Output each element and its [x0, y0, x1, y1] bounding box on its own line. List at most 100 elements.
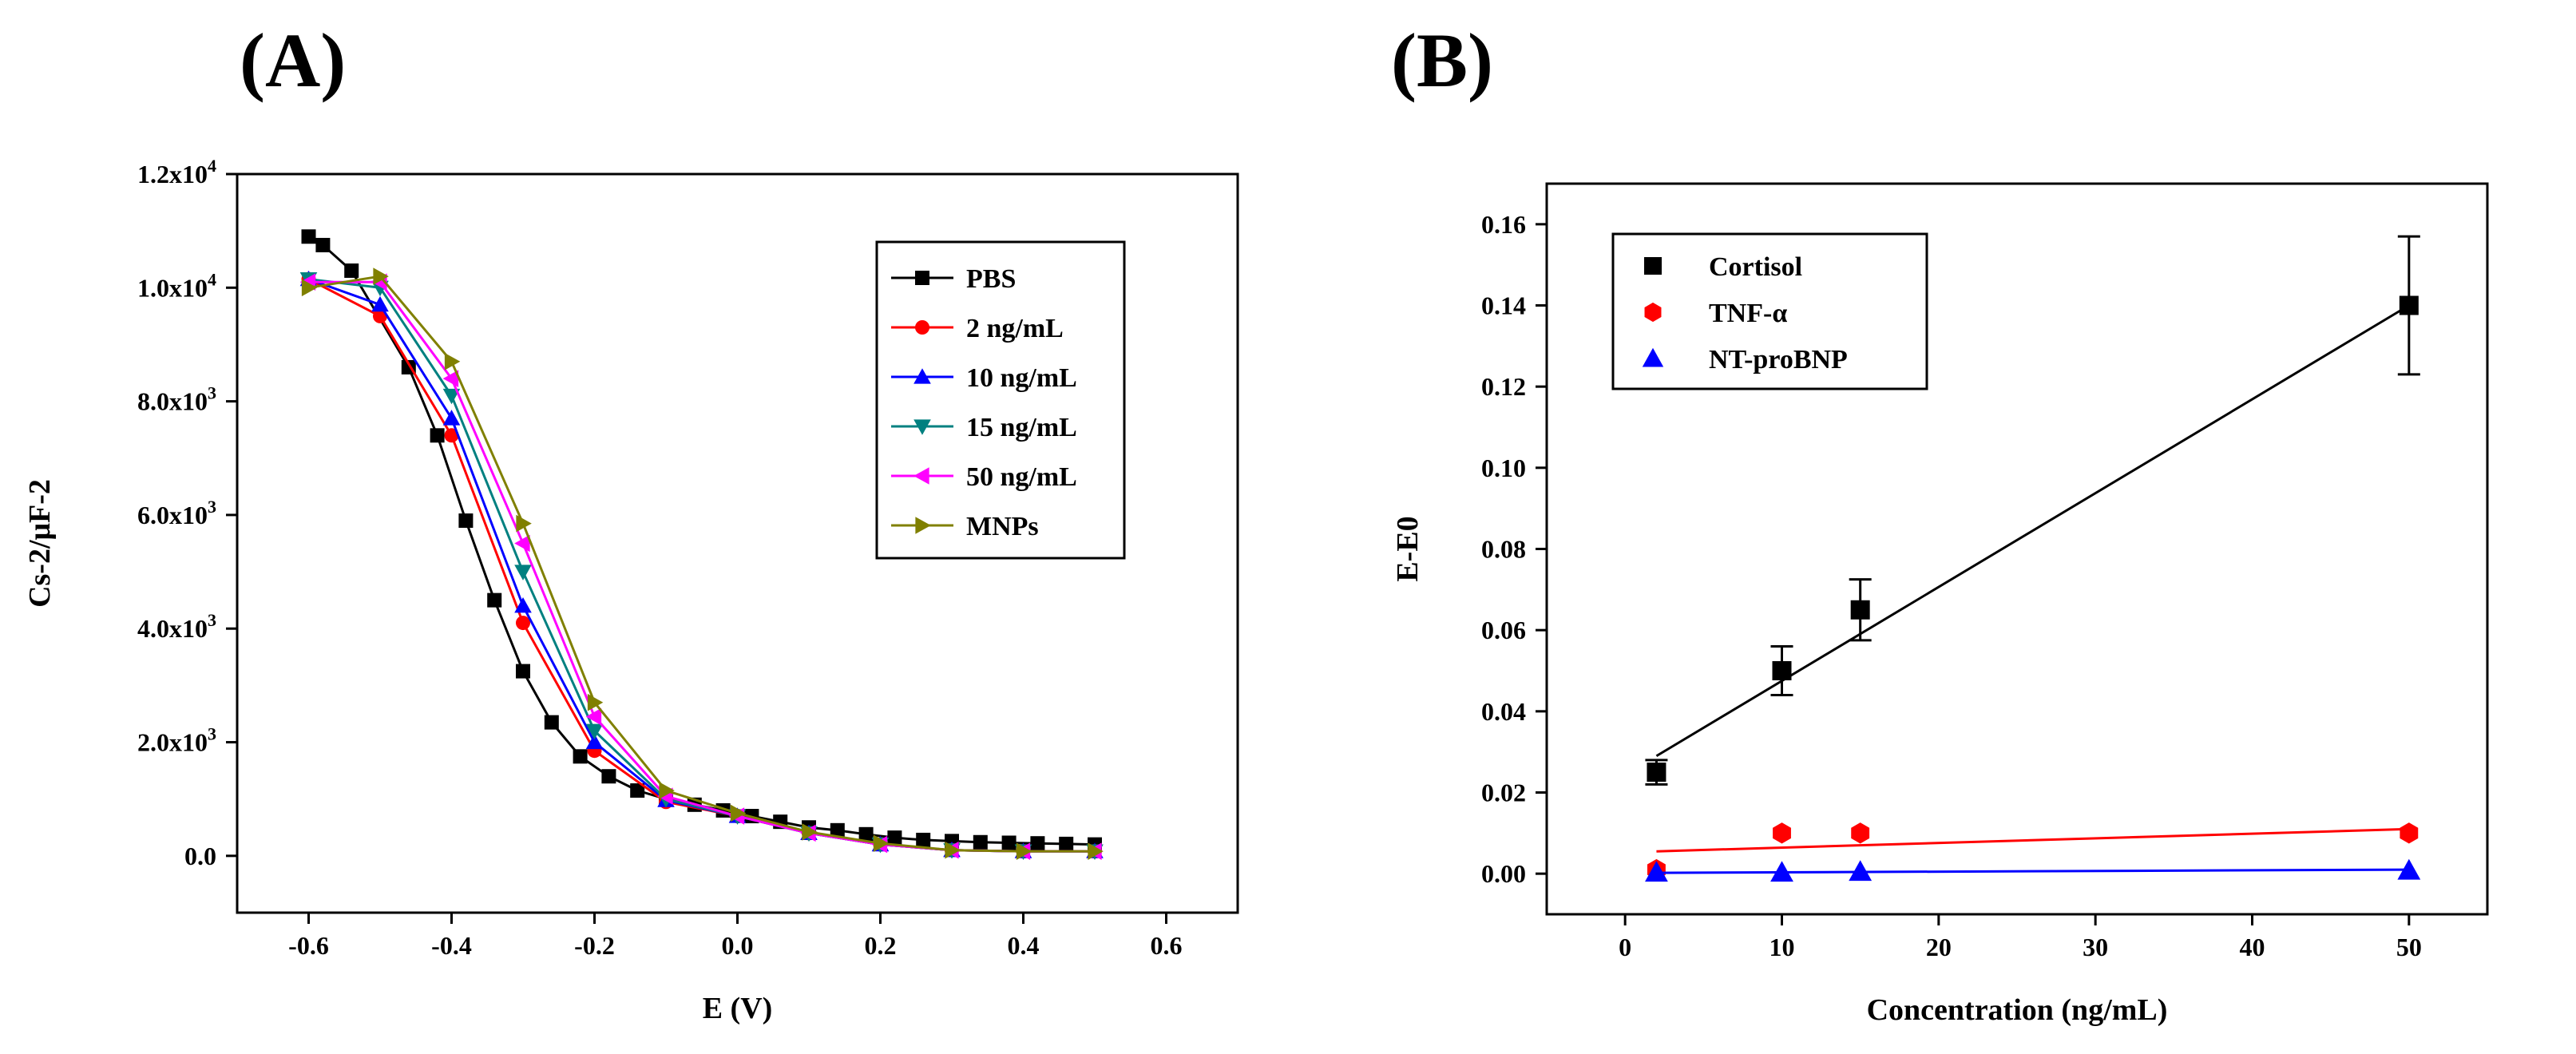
chart-a-data-point	[1030, 836, 1045, 851]
chart-a-data-point	[514, 596, 532, 613]
chart-b-legend-marker	[1642, 347, 1664, 367]
chart-a-y-tick-label: 0.0	[184, 842, 216, 870]
chart-a-legend-box	[875, 240, 1126, 560]
chart-b-x-tick-label: 30	[2083, 933, 2108, 961]
chart-b-data-point	[2400, 822, 2419, 844]
chart-a-legend-marker	[913, 467, 929, 485]
chart-a-data-point	[601, 769, 616, 784]
chart-a-data-point	[373, 267, 389, 285]
chart-a-data-point	[730, 804, 747, 822]
chart-a-y-tick-label: 1.2x104	[137, 156, 216, 188]
chart-b-legend: Cortisol TNF-α NT-proBNP	[1611, 232, 1928, 390]
chart-b-data-point	[1772, 661, 1792, 680]
chart-a-data-point	[301, 229, 316, 244]
panel-b-label: (B)	[1391, 18, 1493, 103]
chart-b-legend-box	[1611, 232, 1928, 390]
chart-b-legend-marker	[1644, 257, 1662, 275]
chart-a-x-tick-label: -0.4	[431, 931, 472, 960]
chart-a-legend: PBS 2 ng/mL 10 ng/mL 15 ng/mL 50 ng/mL MNPs	[875, 240, 1126, 560]
chart-a-x-tick-label: 0.4	[1008, 931, 1040, 960]
chart-a-y-tick-label: 1.0x104	[137, 269, 216, 302]
chart-b-y-tick-label: 0.10	[1481, 454, 1526, 482]
chart-a-x-tick-label: 0.6	[1151, 931, 1183, 960]
chart-b-data-point	[1849, 860, 1873, 882]
chart-b-y-tick-label: 0.04	[1481, 697, 1526, 726]
chart-a-x-tick-label: -0.6	[288, 931, 329, 960]
chart-b-x-tick-label: 10	[1770, 933, 1795, 961]
chart-a-data-point	[516, 616, 530, 631]
chart-b-x-axis-label: Concentration (ng/mL)	[1867, 993, 2168, 1027]
chart-a-data-point	[458, 513, 474, 529]
chart-b-series-1	[1647, 822, 2419, 881]
chart-b-x-tick-label: 20	[1926, 933, 1952, 961]
chart-a-data-point	[916, 832, 931, 847]
chart-b-y-tick-label: 0.00	[1481, 859, 1526, 888]
chart-a-data-point	[442, 388, 461, 405]
chart-b-series-0	[1645, 235, 2420, 786]
chart-a-series-line	[308, 275, 1095, 853]
chart-a-y-axis-label: Cs-2/μF-2	[23, 479, 57, 608]
chart-a-data-point	[514, 534, 530, 553]
chart-a-data-point	[802, 823, 818, 841]
chart-a-x-tick-label: 0.0	[722, 931, 754, 960]
chart-a-legend-label: 10 ng/mL	[966, 363, 1077, 393]
chart-b-y-tick-label: 0.08	[1481, 535, 1526, 564]
chart-a-data-point	[315, 237, 331, 252]
chart-a-data-point	[430, 428, 445, 443]
chart-b-x-tick-label: 0	[1619, 933, 1631, 961]
chart-a-data-point	[516, 514, 532, 533]
chart-b-x-tick-label: 40	[2240, 933, 2265, 961]
chart-a-data-point	[442, 410, 461, 426]
chart-a-legend-marker	[913, 419, 931, 435]
chart-b-data-point	[1645, 861, 1668, 882]
chart-b-series-2	[1645, 858, 2421, 882]
chart-a-data-point	[487, 592, 502, 608]
chart-b-data-point	[2399, 295, 2419, 315]
chart-a-legend-marker	[915, 517, 931, 534]
chart-a-data-point	[585, 707, 602, 726]
chart-a-data-point	[544, 715, 559, 730]
chart-a-legend-label: 2 ng/mL	[966, 314, 1064, 343]
chart-b-data-point	[2397, 858, 2421, 880]
chart-b-data-point	[1851, 822, 1870, 844]
chart-b-y-axis-label: E-E0	[1391, 516, 1425, 581]
chart-a-legend-marker	[913, 368, 931, 384]
chart-a-x-tick-label: 0.2	[865, 931, 897, 960]
chart-b-legend-marker	[1644, 302, 1662, 323]
chart-b-legend-label: Cortisol	[1709, 252, 1802, 282]
chart-a-data-point	[945, 841, 961, 859]
chart-a-legend-marker	[915, 271, 929, 285]
chart-a-y-tick-label: 6.0x103	[137, 497, 216, 529]
chart-a-legend-marker	[915, 320, 929, 335]
chart-a-x-tick-label: -0.2	[574, 931, 615, 960]
chart-b-y-tick-label: 0.14	[1481, 291, 1526, 320]
chart-a-legend-label: PBS	[966, 264, 1016, 294]
panel-a-label: (A)	[240, 18, 347, 103]
chart-a-data-point	[630, 783, 645, 798]
chart-b-legend-label: TNF-α	[1709, 299, 1787, 328]
chart-a-data-point	[442, 370, 459, 387]
chart-a-data-point	[1059, 836, 1074, 851]
chart-a-data-point	[444, 428, 459, 443]
chart-a-data-point	[830, 822, 845, 838]
chart-a-legend-label: 15 ng/mL	[966, 413, 1077, 442]
chart-a-legend-label: 50 ng/mL	[966, 462, 1077, 492]
chart-a-x-axis-label: E (V)	[703, 992, 773, 1025]
chart-b-data-point	[1770, 861, 1793, 882]
chart-a-data-point	[1088, 842, 1104, 860]
chart-a-data-point	[585, 723, 604, 740]
chart-a-y-tick-label: 4.0x103	[137, 610, 216, 643]
chart-a-data-point	[573, 749, 588, 764]
chart-a-data-point	[371, 295, 389, 312]
chart-a-data-point	[585, 733, 604, 750]
chart-b-data-point	[1850, 600, 1870, 620]
chart-b-y-tick-label: 0.06	[1481, 616, 1526, 644]
chart-a-data-point	[887, 830, 902, 846]
chart-a-data-point	[301, 279, 318, 297]
chart-b-y-tick-label: 0.16	[1481, 210, 1526, 239]
chart-a-data-point	[873, 834, 890, 852]
chart-a-y-tick-label: 8.0x103	[137, 383, 216, 416]
chart-a-data-point	[344, 263, 359, 278]
chart-a-data-point	[514, 565, 532, 580]
